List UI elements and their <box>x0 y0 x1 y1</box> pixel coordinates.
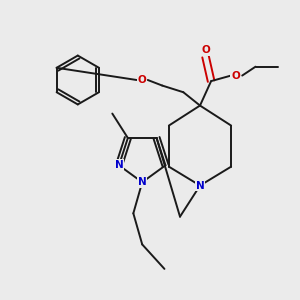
Text: O: O <box>201 45 210 55</box>
Text: O: O <box>138 75 147 85</box>
Text: N: N <box>138 177 147 187</box>
Text: N: N <box>115 160 123 170</box>
Text: O: O <box>231 70 240 81</box>
Text: N: N <box>196 181 204 190</box>
